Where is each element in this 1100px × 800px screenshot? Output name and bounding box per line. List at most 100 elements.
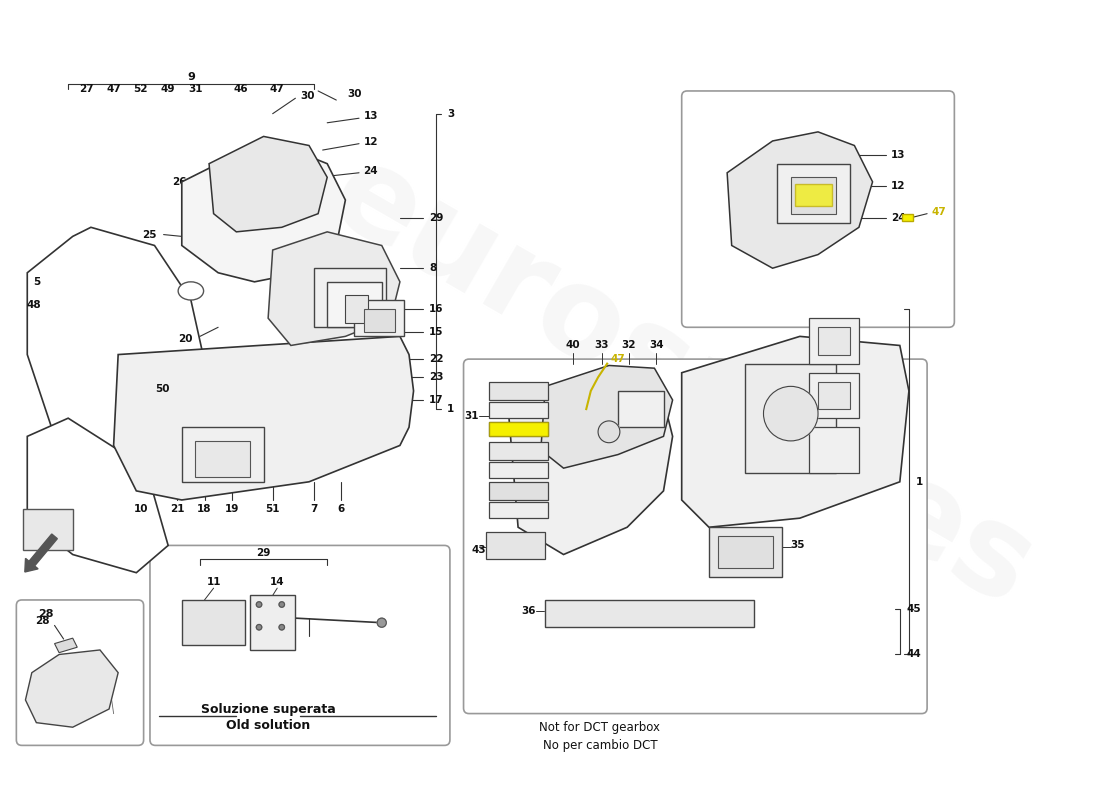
- Text: 18: 18: [197, 504, 212, 514]
- Text: 22: 22: [429, 354, 443, 364]
- Polygon shape: [113, 336, 414, 500]
- Circle shape: [256, 625, 262, 630]
- Text: 1: 1: [448, 404, 454, 414]
- Text: eurospares: eurospares: [309, 132, 1054, 632]
- Polygon shape: [209, 137, 327, 232]
- Bar: [314, 268, 386, 327]
- Text: 46: 46: [233, 84, 249, 94]
- Text: 36: 36: [521, 606, 537, 616]
- Circle shape: [763, 386, 818, 441]
- Text: 16: 16: [429, 304, 443, 314]
- Text: 49: 49: [161, 84, 175, 94]
- Text: 47: 47: [270, 84, 285, 94]
- Text: 11: 11: [207, 577, 221, 586]
- Bar: [808, 318, 859, 364]
- Bar: [354, 300, 405, 336]
- Text: 46: 46: [559, 405, 573, 415]
- Text: 21: 21: [170, 504, 185, 514]
- Polygon shape: [509, 391, 672, 554]
- Text: 5: 5: [34, 277, 41, 287]
- Circle shape: [256, 602, 262, 607]
- Text: 42: 42: [559, 465, 573, 475]
- Text: 13: 13: [364, 111, 378, 122]
- FancyBboxPatch shape: [16, 600, 144, 746]
- Text: 50: 50: [155, 384, 170, 394]
- Polygon shape: [682, 336, 909, 527]
- Bar: [182, 600, 245, 646]
- Text: 32: 32: [621, 341, 636, 350]
- Bar: [618, 391, 663, 427]
- Text: 10: 10: [133, 504, 148, 514]
- Bar: [490, 482, 548, 500]
- Bar: [791, 178, 836, 214]
- Bar: [490, 402, 548, 418]
- Polygon shape: [182, 146, 345, 282]
- Text: 15: 15: [429, 327, 443, 337]
- Text: 19: 19: [224, 504, 239, 514]
- Text: 38: 38: [559, 445, 573, 455]
- Bar: [490, 382, 548, 400]
- Text: 48: 48: [26, 299, 41, 310]
- Text: 2: 2: [286, 170, 294, 179]
- Text: 4: 4: [223, 166, 231, 176]
- Polygon shape: [541, 366, 672, 468]
- Text: 28: 28: [35, 616, 50, 626]
- Text: 8: 8: [429, 263, 437, 274]
- Polygon shape: [25, 650, 118, 727]
- Text: 31: 31: [464, 411, 478, 422]
- Text: 35: 35: [791, 541, 805, 550]
- Bar: [718, 536, 772, 568]
- Bar: [710, 527, 782, 578]
- Text: 31: 31: [188, 84, 202, 94]
- Text: 9: 9: [187, 72, 195, 82]
- Text: 6: 6: [338, 504, 344, 514]
- Bar: [23, 509, 73, 550]
- Text: Soluzione superata: Soluzione superata: [201, 702, 336, 715]
- Text: 17: 17: [429, 395, 443, 405]
- Polygon shape: [28, 418, 168, 573]
- Text: 23: 23: [429, 372, 443, 382]
- Text: 41: 41: [559, 505, 573, 515]
- Text: 51: 51: [265, 504, 279, 514]
- Circle shape: [279, 602, 285, 607]
- Text: 47: 47: [610, 354, 626, 364]
- Bar: [327, 282, 382, 327]
- Text: No per cambio DCT: No per cambio DCT: [542, 739, 657, 752]
- Text: 44: 44: [906, 650, 921, 659]
- Text: 20: 20: [178, 334, 192, 344]
- Text: 52: 52: [133, 84, 148, 94]
- Bar: [546, 600, 755, 627]
- Bar: [902, 214, 913, 221]
- Circle shape: [598, 421, 620, 442]
- Text: 12: 12: [891, 182, 905, 191]
- Circle shape: [377, 618, 386, 627]
- Bar: [818, 327, 850, 354]
- Bar: [364, 309, 395, 332]
- Bar: [250, 595, 296, 650]
- Text: 7: 7: [310, 504, 317, 514]
- Text: 13: 13: [891, 150, 905, 159]
- Text: 27: 27: [79, 84, 94, 94]
- Bar: [490, 422, 548, 436]
- Bar: [345, 295, 368, 322]
- Text: 39: 39: [559, 485, 573, 495]
- Bar: [196, 441, 250, 478]
- Text: 26: 26: [172, 177, 186, 187]
- Text: 30: 30: [300, 90, 315, 101]
- Text: 25: 25: [142, 230, 156, 239]
- Text: 29: 29: [256, 548, 271, 558]
- Bar: [486, 532, 546, 559]
- Text: 12: 12: [364, 137, 378, 147]
- Bar: [808, 373, 859, 418]
- Text: 34: 34: [649, 341, 663, 350]
- Text: 47: 47: [107, 84, 121, 94]
- Text: 37: 37: [559, 385, 573, 395]
- Bar: [490, 422, 548, 436]
- FancyBboxPatch shape: [150, 546, 450, 746]
- Text: 33: 33: [594, 341, 609, 350]
- Polygon shape: [268, 232, 400, 346]
- Bar: [818, 382, 850, 409]
- Text: 45: 45: [906, 604, 921, 614]
- Text: a passion for spares since 1985: a passion for spares since 1985: [525, 387, 802, 558]
- Text: 24: 24: [364, 166, 378, 176]
